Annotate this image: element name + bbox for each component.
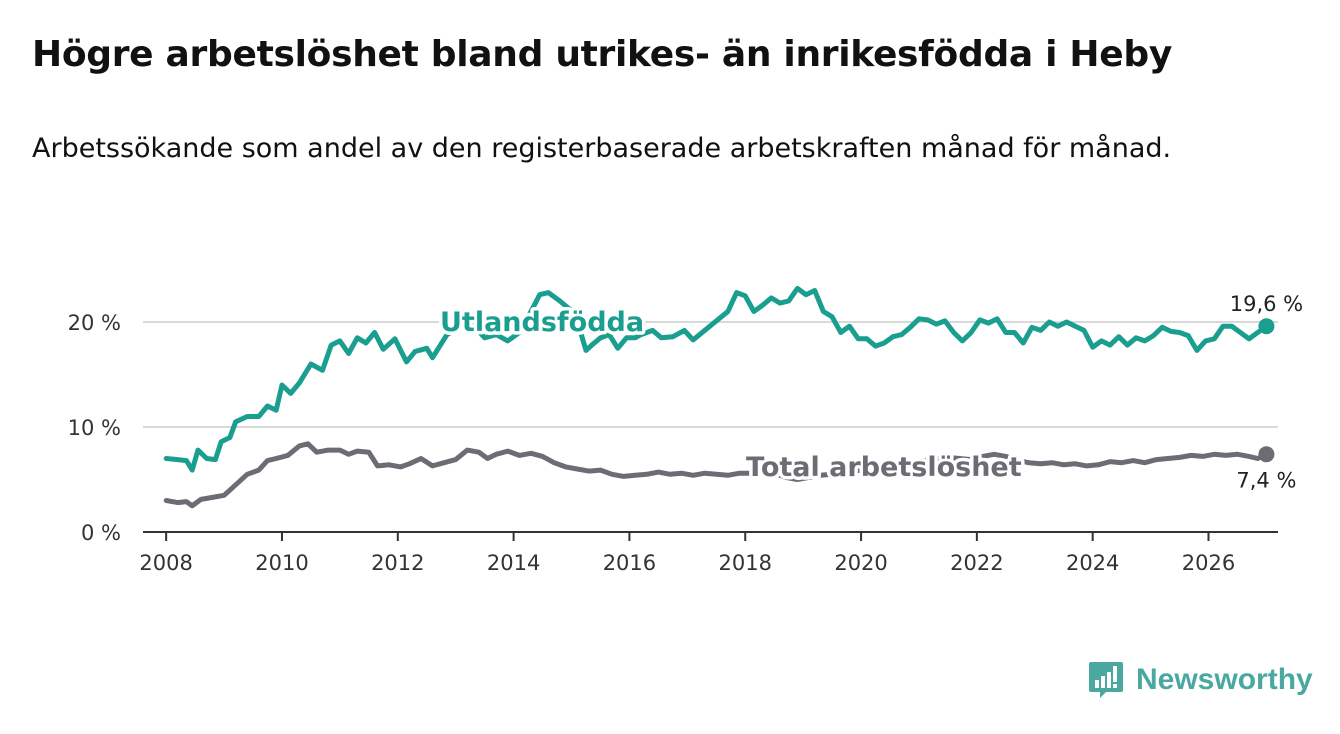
series-label-utlandsfodda: Utlandsfödda: [440, 307, 644, 338]
newsworthy-logo-icon: [1089, 662, 1123, 698]
x-tick-label: 2020: [834, 551, 887, 575]
brand-name: Newsworthy: [1136, 663, 1313, 696]
x-tick-label: 2010: [255, 551, 308, 575]
end-label-utlandsfodda: 19,6 %: [1230, 292, 1303, 316]
series-line-total: [163, 441, 1269, 509]
chart-title: Högre arbetslöshet bland utrikes- än inr…: [32, 34, 1172, 75]
series-labels: Utlandsfödda Total arbetslöshet 19,6 % 7,4 …: [437, 290, 1306, 495]
x-tick-label: 2008: [139, 551, 192, 575]
series-line-utlandsfodda: [163, 285, 1269, 473]
x-tick-label: 2022: [950, 551, 1003, 575]
chart-subtitle: Arbetssökande som andel av den registerb…: [32, 133, 1172, 164]
y-tick-label: 0 %: [81, 521, 121, 545]
end-label-total: 7,4 %: [1236, 468, 1296, 492]
end-point-utlandsfodda: [1258, 318, 1275, 335]
gridlines: [143, 321, 1278, 428]
series-label-total: Total arbetslöshet: [746, 452, 1022, 483]
line-chart: 0 % 10 % 20 % 2008 2010 2012 2014 2016 2018 2020 2…: [67, 285, 1306, 575]
x-tick-label: 2012: [371, 551, 424, 575]
x-tick-label: 2014: [487, 551, 540, 575]
x-tick-label: 2026: [1182, 551, 1235, 575]
y-tick-label: 10 %: [68, 416, 121, 440]
x-tick-label: 2018: [719, 551, 772, 575]
x-tick-label: 2016: [603, 551, 656, 575]
series-lines: [163, 285, 1275, 509]
end-point-total: [1258, 446, 1275, 463]
axes: 0 % 10 % 20 % 2008 2010 2012 2014 2016 2018 2020 2…: [68, 311, 1278, 575]
newsworthy-brand[interactable]: Newsworthy: [1088, 660, 1313, 700]
y-tick-label: 20 %: [68, 311, 121, 335]
x-tick-label: 2024: [1066, 551, 1119, 575]
